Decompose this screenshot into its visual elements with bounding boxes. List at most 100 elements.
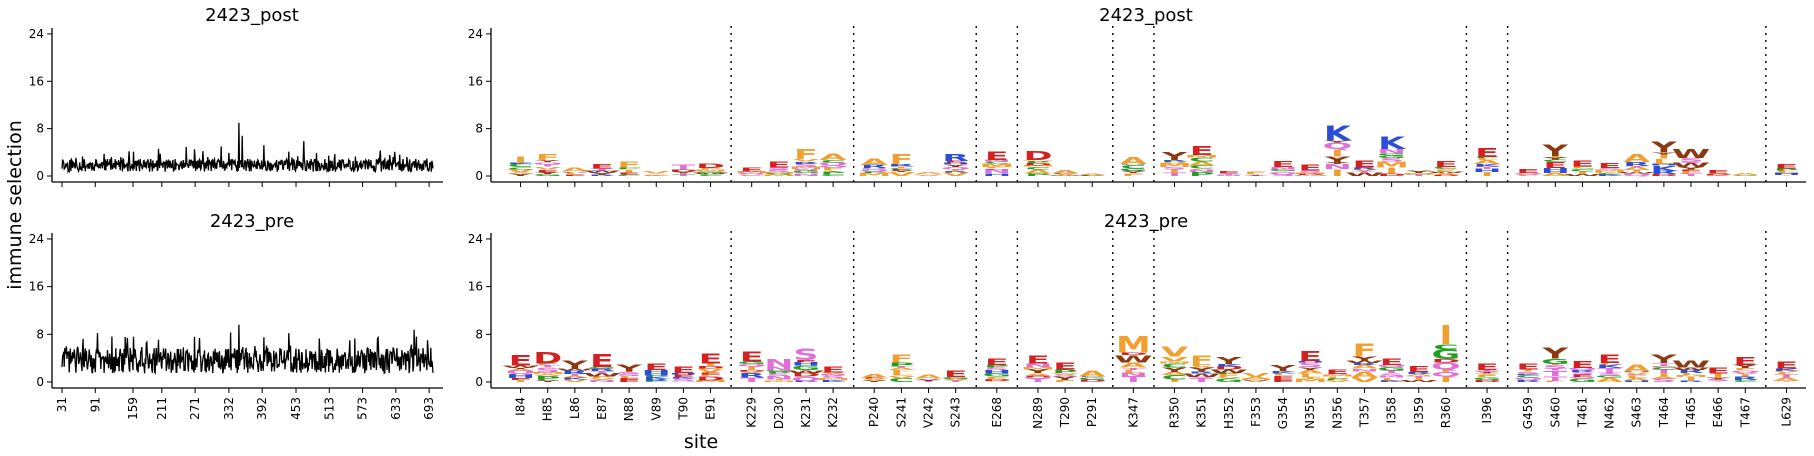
logo-letter: I (1576, 171, 1589, 175)
logo-letter: T (1543, 368, 1567, 371)
logo-letter: G (765, 370, 794, 372)
logo-letter: Q (818, 165, 848, 168)
logo-letter: E (862, 377, 886, 379)
logo-letter: H (669, 372, 698, 374)
x-tick-label: T357 (1357, 397, 1371, 428)
logo-letter: Q (737, 363, 767, 367)
logo-letter: A (1120, 361, 1148, 369)
logo-letter: R (1161, 160, 1188, 162)
logo-letter: D (1649, 366, 1678, 367)
logo-letter: C (508, 163, 534, 168)
logo-letter: I (1657, 153, 1670, 159)
logo-letter: N (982, 169, 1011, 175)
logo-letter: H (1296, 361, 1325, 363)
logo-letter: C (820, 174, 846, 177)
x-tick-label: 633 (389, 397, 403, 420)
logo-letter: A (507, 368, 534, 370)
logo-letter: Y (1473, 371, 1501, 374)
logo-letter: Q (533, 162, 563, 165)
logo-letter: K (561, 377, 589, 380)
logo-letter: G (1568, 168, 1597, 169)
logo-letter: V (1324, 379, 1352, 382)
logo-letter: E (563, 175, 587, 177)
logo-letter: S (1678, 157, 1703, 162)
logo-letter: C (1189, 156, 1215, 162)
logo-letter: Q (1268, 171, 1298, 175)
y-tick-label: 8 (36, 327, 44, 341)
logo-letter: Q (1568, 377, 1598, 379)
logo-letter: K (820, 380, 848, 383)
logo-letter: E (767, 161, 791, 170)
logo-letter: L (1272, 373, 1295, 377)
logo-letter: F (1434, 168, 1458, 173)
logo-letter: G (982, 373, 1011, 378)
logo-letter: T (1775, 381, 1799, 382)
logo-letter: Y (1650, 139, 1677, 157)
logo-letter: H (1541, 170, 1570, 174)
logo-letter: D (1431, 358, 1460, 363)
logo-letter: T (1163, 172, 1187, 177)
logo-letter: L (890, 370, 913, 372)
logo-letter: Y (1704, 377, 1732, 380)
logo-letter: S (984, 367, 1009, 371)
logo-letter: A (1623, 363, 1650, 374)
logo-letter: A (1432, 173, 1460, 176)
logo-letter: V (888, 375, 916, 379)
logo-letter: V (1242, 372, 1270, 378)
logo-letter: H (1541, 167, 1570, 171)
logo-letter: H (1119, 164, 1148, 165)
logo-letter: P (1079, 175, 1105, 176)
logo-letter: K (983, 169, 1011, 170)
x-tick-label: 159 (126, 397, 140, 420)
logo-letter: F (1190, 364, 1214, 367)
logo-letter: G (792, 170, 821, 174)
x-tick-label: K232 (826, 397, 840, 428)
logo-letter: S (1678, 161, 1703, 163)
logo-letter: K (670, 377, 698, 379)
logo-letter: N (1119, 372, 1148, 377)
x-tick-label: 513 (322, 397, 336, 420)
y-tick-label: 8 (36, 122, 44, 136)
panel-title: 2423_pre (1104, 211, 1188, 232)
logo-letter: Y (1215, 356, 1242, 367)
logo-letter: Q (1323, 141, 1353, 151)
logo-letter: C (508, 167, 534, 170)
y-tick-label: 24 (468, 232, 483, 246)
logo-letter: N (818, 374, 847, 376)
logo-letter: N (1023, 363, 1052, 368)
logo-letter: P (820, 171, 846, 175)
logo-letter: E (1679, 169, 1703, 171)
logo-letter: N (1350, 368, 1379, 372)
logo-letter: T (1475, 166, 1499, 170)
logo-letter: E (985, 357, 1009, 368)
logo-letter: N (764, 375, 793, 380)
logo-letter: A (1405, 374, 1433, 377)
logo-letter: E (536, 169, 560, 173)
logo-letter: A (820, 152, 847, 163)
logo-letter: S (916, 175, 941, 176)
logo-letter: C (820, 159, 846, 163)
logo-letter: R (561, 370, 588, 375)
logo-letter: E (1516, 168, 1540, 174)
logo-letter: T (1121, 375, 1146, 384)
y-tick-label: 8 (475, 122, 483, 136)
logo-letter: W (1046, 175, 1084, 176)
logo-letter: M (1157, 163, 1192, 169)
logo-letter: T (1775, 373, 1799, 378)
logo-letter: V (738, 371, 765, 373)
logo-letter: Q (941, 166, 971, 170)
logo-letter: I (1657, 372, 1670, 378)
logo-letter: R (1120, 170, 1147, 171)
logo-letter: T (1244, 174, 1268, 175)
logo-letter: Q (1513, 377, 1543, 381)
logo-letter: Y (1650, 152, 1678, 155)
logo-letter: F (985, 376, 1009, 380)
logo-letter: M (734, 171, 769, 174)
logo-letter: S (1570, 371, 1595, 375)
logo-letter: T (536, 365, 560, 368)
logo-letter: M (857, 172, 892, 177)
logo-letter: L (564, 172, 587, 175)
x-tick-label: P291 (1085, 397, 1099, 427)
logo-letter: G (792, 364, 821, 372)
line-panel-post: 2423_post 0 8 16 24 (29, 5, 443, 187)
